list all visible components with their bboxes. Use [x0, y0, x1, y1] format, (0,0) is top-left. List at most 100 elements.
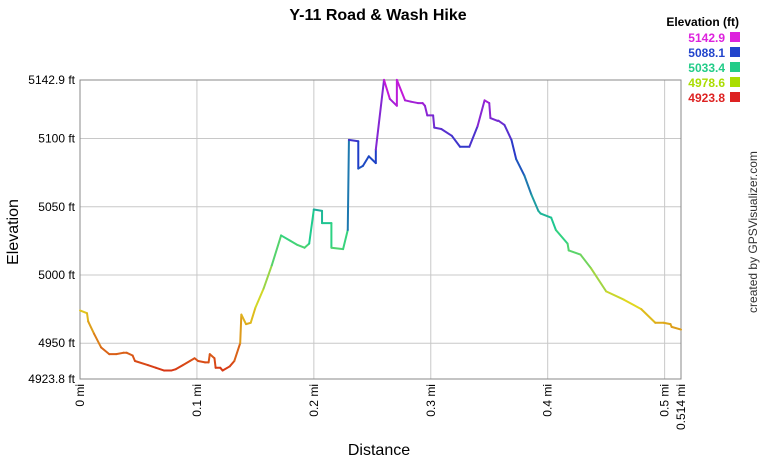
- plot-frame: [79, 79, 682, 380]
- legend-entry-label: 5142.9: [688, 31, 725, 45]
- elevation-segment: [489, 117, 499, 122]
- y-tick-label: 5000 ft: [38, 268, 75, 282]
- elevation-segment: [605, 290, 625, 301]
- chart-title: Y-11 Road & Wash Hike: [289, 7, 466, 24]
- legend-entry-label: 5088.1: [688, 46, 725, 60]
- elevation-segment: [530, 193, 540, 212]
- legend-entry-label: 5033.4: [688, 61, 725, 75]
- legend-swatch: [730, 32, 740, 42]
- elevation-segment: [539, 212, 553, 219]
- elevation-segment: [503, 123, 513, 141]
- elevation-segment: [207, 353, 211, 364]
- elevation-segment: [432, 114, 436, 129]
- y-tick-label: 4923.8 ft: [28, 372, 75, 386]
- y-axis-ticks: 4923.8 ft 4950 ft 5000 ft 5050 ft 5100 ft 514…: [28, 73, 75, 386]
- elevation-segment: [342, 228, 349, 251]
- elevation-segment: [567, 249, 582, 256]
- elevation-segment: [181, 359, 191, 367]
- elevation-segment: [589, 267, 608, 293]
- elevation-segment: [174, 364, 184, 371]
- elevation-segment: [488, 102, 492, 120]
- elevation-segment: [239, 313, 243, 345]
- x-tick-label: 0.4 mi: [541, 384, 555, 417]
- elevation-segment: [361, 155, 370, 167]
- elevation-segment: [146, 364, 158, 369]
- elevation-segment: [312, 208, 324, 212]
- elevation-segment: [115, 351, 125, 356]
- elevation-segment: [280, 234, 292, 242]
- elevation-segment: [346, 138, 350, 231]
- elevation-segment: [550, 216, 557, 231]
- elevation-segment: [303, 242, 311, 249]
- elevation-segment: [228, 359, 236, 368]
- legend-swatch: [730, 47, 740, 57]
- legend-swatch: [730, 92, 740, 102]
- elevation-segment: [374, 78, 386, 151]
- y-tick-label: 4950 ft: [38, 336, 75, 350]
- elevation-segment: [497, 119, 506, 126]
- elevation-segment: [289, 239, 299, 246]
- elevation-segment: [622, 298, 643, 311]
- elevation-segment: [523, 174, 533, 196]
- elevation-segment: [409, 100, 419, 105]
- elevation-segment: [93, 332, 103, 349]
- x-tick-label: 0.514 mi: [674, 384, 688, 430]
- elevation-segment: [308, 208, 315, 245]
- elevation-segment: [515, 158, 526, 177]
- y-tick-label: 5142.9 ft: [28, 73, 75, 87]
- elevation-segment: [510, 138, 518, 161]
- elevation-segment: [221, 365, 231, 372]
- elevation-series: [79, 78, 682, 372]
- elevation-segment: [476, 99, 486, 128]
- x-axis-ticks: 0 mi 0.1 mi 0.2 mi 0.3 mi 0.4 mi 0.5 mi 0.514 …: [73, 384, 688, 430]
- elevation-segment: [395, 78, 407, 102]
- legend-swatch: [730, 62, 740, 72]
- elevation-segment: [440, 127, 453, 137]
- x-axis-label: Distance: [348, 442, 410, 459]
- elevation-segment: [367, 155, 377, 165]
- elevation-segment: [87, 320, 96, 335]
- elevation-segment: [254, 287, 265, 309]
- elevation-segment: [468, 125, 479, 148]
- gridlines: [79, 79, 682, 380]
- elevation-segment: [347, 138, 360, 143]
- elevation-segment: [213, 357, 217, 369]
- elevation-segment: [79, 309, 89, 315]
- elevation-segment: [579, 253, 592, 270]
- elevation-segment: [670, 325, 682, 331]
- y-tick-label: 5100 ft: [38, 132, 75, 146]
- legend-entry-label: 4978.6: [688, 76, 725, 90]
- credit-text: created by GPSVisualizer.com: [746, 151, 760, 313]
- elevation-segment: [554, 228, 569, 245]
- elevation-segment: [86, 312, 90, 323]
- elevation-segment: [566, 242, 570, 252]
- legend-entry-label: 4923.8: [688, 91, 725, 105]
- elevation-segment: [404, 99, 412, 103]
- elevation-segment: [640, 308, 657, 324]
- elevation-segment: [296, 243, 306, 249]
- x-tick-label: 0.1 mi: [190, 384, 204, 417]
- y-tick-label: 5050 ft: [38, 200, 75, 214]
- elevation-segment: [330, 246, 345, 251]
- elevation-segment: [270, 234, 283, 267]
- x-tick-label: 0.3 mi: [424, 384, 438, 417]
- elevation-segment: [383, 78, 391, 100]
- elevation-segment: [197, 359, 207, 364]
- y-axis-label: Elevation: [5, 199, 22, 265]
- elevation-segment: [388, 97, 398, 107]
- x-tick-label: 0.5 mi: [658, 384, 672, 417]
- elevation-segment: [233, 342, 242, 362]
- elevation-segment: [423, 104, 429, 117]
- elevation-segment: [155, 366, 166, 372]
- elevation-segment: [450, 134, 462, 148]
- elevation-segment: [262, 264, 273, 290]
- elevation-segment: [249, 306, 257, 324]
- elevation-segment: [125, 351, 134, 357]
- elevation-segment: [100, 346, 111, 356]
- elevation-segment: [662, 321, 672, 326]
- elevation-segment: [208, 353, 216, 360]
- elevation-segment: [240, 313, 248, 326]
